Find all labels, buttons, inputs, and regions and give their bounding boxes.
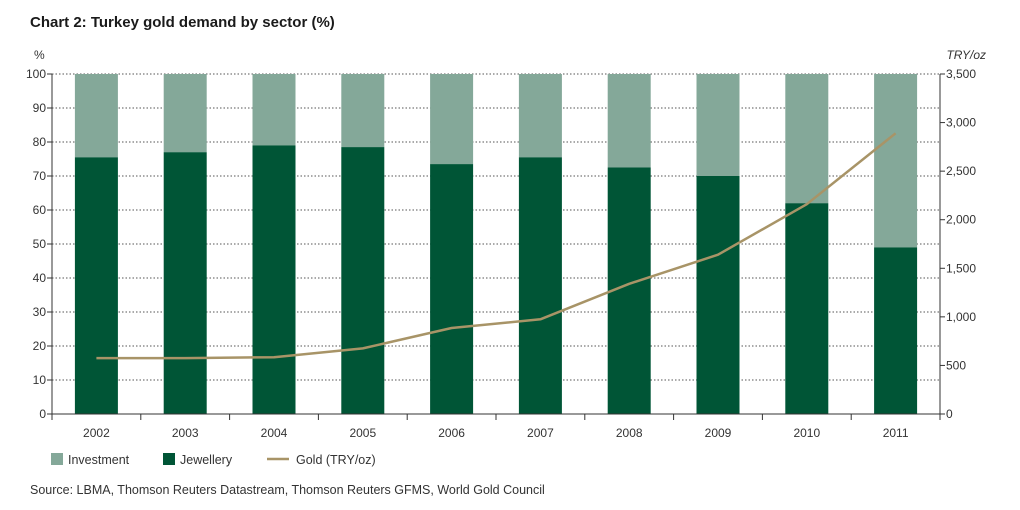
gold-price-line (96, 132, 897, 360)
bar-jewellery-2005 (341, 147, 385, 414)
right-tick-label: 1,500 (946, 261, 976, 275)
bar-investment-2011 (874, 74, 918, 248)
left-tick-label: 20 (33, 339, 47, 353)
bar-jewellery-2003 (163, 152, 207, 414)
right-axis-label: TRY/oz (946, 48, 986, 62)
legend: Investment Jewellery Gold (TRY/oz) (51, 453, 376, 467)
bar-investment-2006 (430, 74, 474, 165)
right-tick-label: 3,000 (946, 116, 976, 130)
left-tick-label: 100 (26, 67, 46, 81)
x-tick-label-2011: 2011 (883, 426, 909, 440)
right-tick-label: 2,500 (946, 164, 976, 178)
source-note: Source: LBMA, Thomson Reuters Datastream… (30, 483, 545, 497)
left-tick-label: 60 (33, 203, 47, 217)
left-tick-label: 70 (33, 169, 47, 183)
legend-label-gold: Gold (TRY/oz) (296, 453, 376, 467)
left-tick-label: 50 (33, 237, 47, 251)
x-tick-label-2010: 2010 (793, 426, 820, 440)
bar-investment-2004 (252, 74, 296, 146)
bars (74, 74, 918, 415)
x-axis-ticks: 2002 2003 2004 2005 2006 2007 2008 2009 2010 2011 (51, 414, 941, 440)
x-tick-label-2007: 2007 (527, 426, 554, 440)
x-tick-label-2004: 2004 (261, 426, 288, 440)
left-tick-label: 0 (39, 407, 46, 421)
bar-investment-2008 (607, 74, 651, 168)
legend-label-investment: Investment (68, 453, 130, 467)
bar-jewellery-2004 (252, 145, 296, 414)
x-tick-label-2009: 2009 (705, 426, 732, 440)
left-axis-label: % (34, 48, 45, 62)
x-tick-label-2003: 2003 (172, 426, 199, 440)
right-axis-ticks: 0 500 1,000 1,500 2,000 2,500 3,000 3,500 (940, 67, 976, 421)
bar-investment-2009 (696, 74, 740, 176)
legend-label-jewellery: Jewellery (180, 453, 233, 467)
bar-jewellery-2006 (430, 164, 474, 414)
bar-investment-2005 (341, 74, 385, 148)
x-tick-label-2005: 2005 (349, 426, 376, 440)
left-axis-ticks: 0 10 20 30 40 50 60 70 80 90 100 (26, 67, 52, 421)
chart-title: Chart 2: Turkey gold demand by sector (%… (30, 14, 335, 31)
right-tick-label: 1,000 (946, 310, 976, 324)
right-tick-label: 0 (946, 407, 953, 421)
left-tick-label: 90 (33, 101, 47, 115)
bar-jewellery-2010 (785, 203, 829, 414)
bar-jewellery-2002 (74, 157, 118, 415)
bar-jewellery-2011 (874, 247, 918, 414)
x-tick-label-2002: 2002 (83, 426, 110, 440)
right-tick-label: 3,500 (946, 67, 976, 81)
right-tick-label: 2,000 (946, 213, 976, 227)
x-tick-label-2006: 2006 (438, 426, 465, 440)
bar-investment-2002 (74, 74, 118, 158)
bar-investment-2007 (518, 74, 562, 158)
bar-investment-2010 (785, 74, 829, 204)
left-tick-label: 40 (33, 271, 47, 285)
bar-jewellery-2007 (518, 157, 562, 415)
bar-investment-2003 (163, 74, 207, 153)
left-tick-label: 30 (33, 305, 47, 319)
bar-jewellery-2009 (696, 176, 740, 414)
legend-swatch-jewellery (163, 453, 175, 465)
legend-swatch-investment (51, 453, 63, 465)
right-tick-label: 500 (946, 358, 966, 372)
gold-price-polyline (96, 132, 897, 360)
x-tick-label-2008: 2008 (616, 426, 643, 440)
left-tick-label: 80 (33, 135, 47, 149)
left-tick-label: 10 (33, 373, 47, 387)
